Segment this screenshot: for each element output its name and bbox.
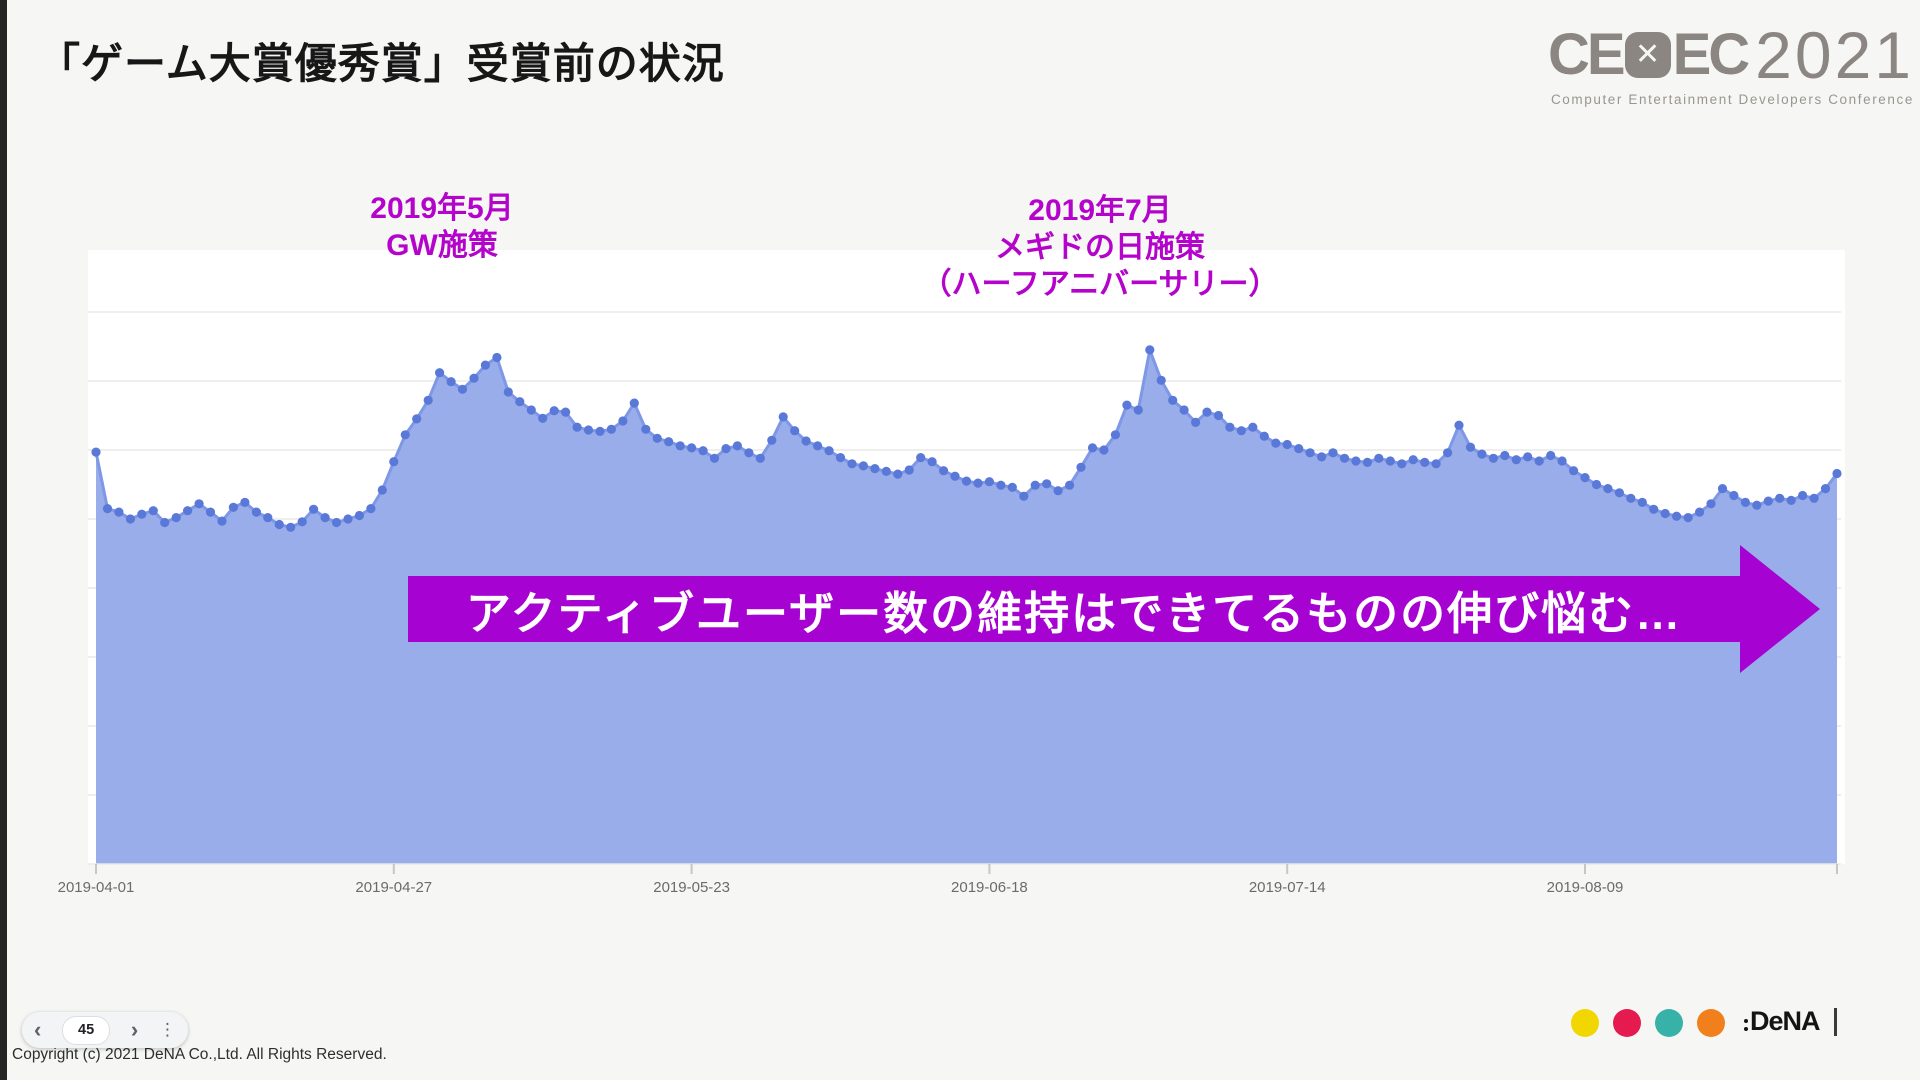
dena-logo: DeNA	[1744, 1006, 1837, 1037]
annotation-line: メギドの日施策	[995, 231, 1205, 264]
annotation-line: 2019年5月	[370, 192, 514, 225]
copyright-text: Copyright (c) 2021 DeNA Co.,Ltd. All Rig…	[12, 1046, 387, 1063]
conclusion-banner: アクティブユーザー数の維持はできてるものの伸び悩む…	[408, 576, 1740, 642]
brand-dot-yellow	[1571, 1009, 1599, 1037]
dena-logo-text: DeNA	[1750, 1006, 1821, 1036]
annotation-line: （ハーフアニバーサリー）	[921, 268, 1279, 301]
cedec-d-cross-icon: ✕	[1624, 32, 1671, 78]
slide-title: 「ゲーム大賞優秀賞」受賞前の状況	[38, 40, 725, 87]
svg-text:2019-07-14: 2019-07-14	[1249, 879, 1326, 896]
cedec-logo-row: CE ✕ EC 2021	[1548, 22, 1914, 88]
brand-dot-crimson	[1613, 1009, 1641, 1037]
banner-arrowhead-icon	[1740, 545, 1820, 673]
brand-dot-teal	[1655, 1009, 1683, 1037]
more-options-icon[interactable]: ⋮	[159, 1020, 176, 1039]
cedec-logo-ec: EC	[1672, 22, 1751, 87]
brand-color-dots	[1571, 1009, 1725, 1037]
slide-nav-toolbar[interactable]: ‹ 45 › ⋮	[22, 1012, 188, 1048]
next-slide-button[interactable]: ›	[130, 1017, 139, 1042]
previous-slide-button[interactable]: ‹	[34, 1017, 42, 1042]
svg-text:2019-08-09: 2019-08-09	[1547, 879, 1624, 896]
svg-text:2019-05-23: 2019-05-23	[653, 879, 730, 896]
cedec-logo-year: 2021	[1755, 18, 1914, 92]
svg-text:2019-06-18: 2019-06-18	[951, 879, 1028, 896]
brand-dot-orange	[1697, 1009, 1725, 1037]
cedec-2021-logo: CE ✕ EC 2021 Computer Entertainment Deve…	[1548, 22, 1914, 107]
slide-number-field[interactable]: 45	[62, 1015, 111, 1045]
screen-edge-strip	[0, 0, 7, 1080]
conclusion-banner-text: アクティブユーザー数の維持はできてるものの伸び悩む…	[465, 587, 1683, 639]
cedec-logo-ce: CE	[1548, 22, 1626, 87]
event-annotation-gw: 2019年5月 GW施策	[370, 190, 513, 264]
divider-bar	[1833, 1007, 1837, 1036]
annotation-line: 2019年7月	[1028, 194, 1172, 227]
annotation-line: GW施策	[386, 229, 498, 262]
cedec-tagline: Computer Entertainment Developers Confer…	[1550, 92, 1914, 107]
svg-text:2019-04-27: 2019-04-27	[355, 879, 432, 896]
dena-logo-colon-icon	[1744, 1018, 1748, 1031]
svg-text:2019-04-01: 2019-04-01	[58, 879, 135, 896]
event-annotation-megido: 2019年7月 メギドの日施策 （ハーフアニバーサリー）	[922, 192, 1279, 303]
